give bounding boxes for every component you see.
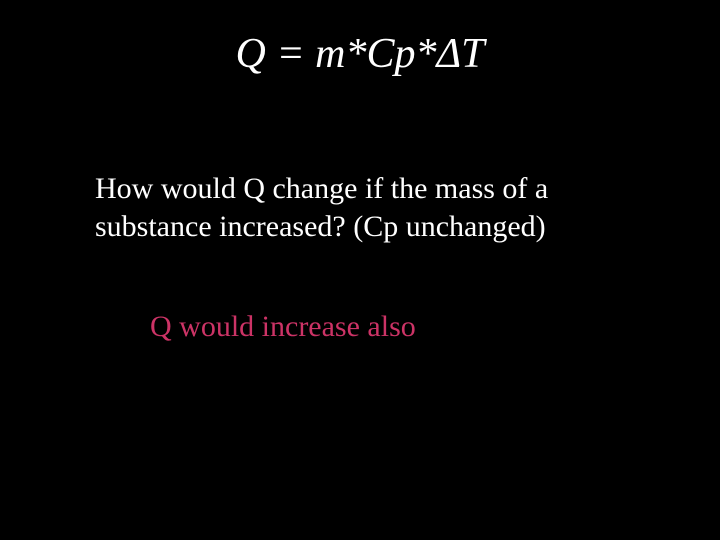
slide-answer: Q would increase also [150,310,650,344]
slide-question: How would Q change if the mass of a subs… [95,170,655,246]
slide-container: Q = m*Cp*ΔT How would Q change if the ma… [0,0,720,540]
slide-title: Q = m*Cp*ΔT [200,30,520,78]
